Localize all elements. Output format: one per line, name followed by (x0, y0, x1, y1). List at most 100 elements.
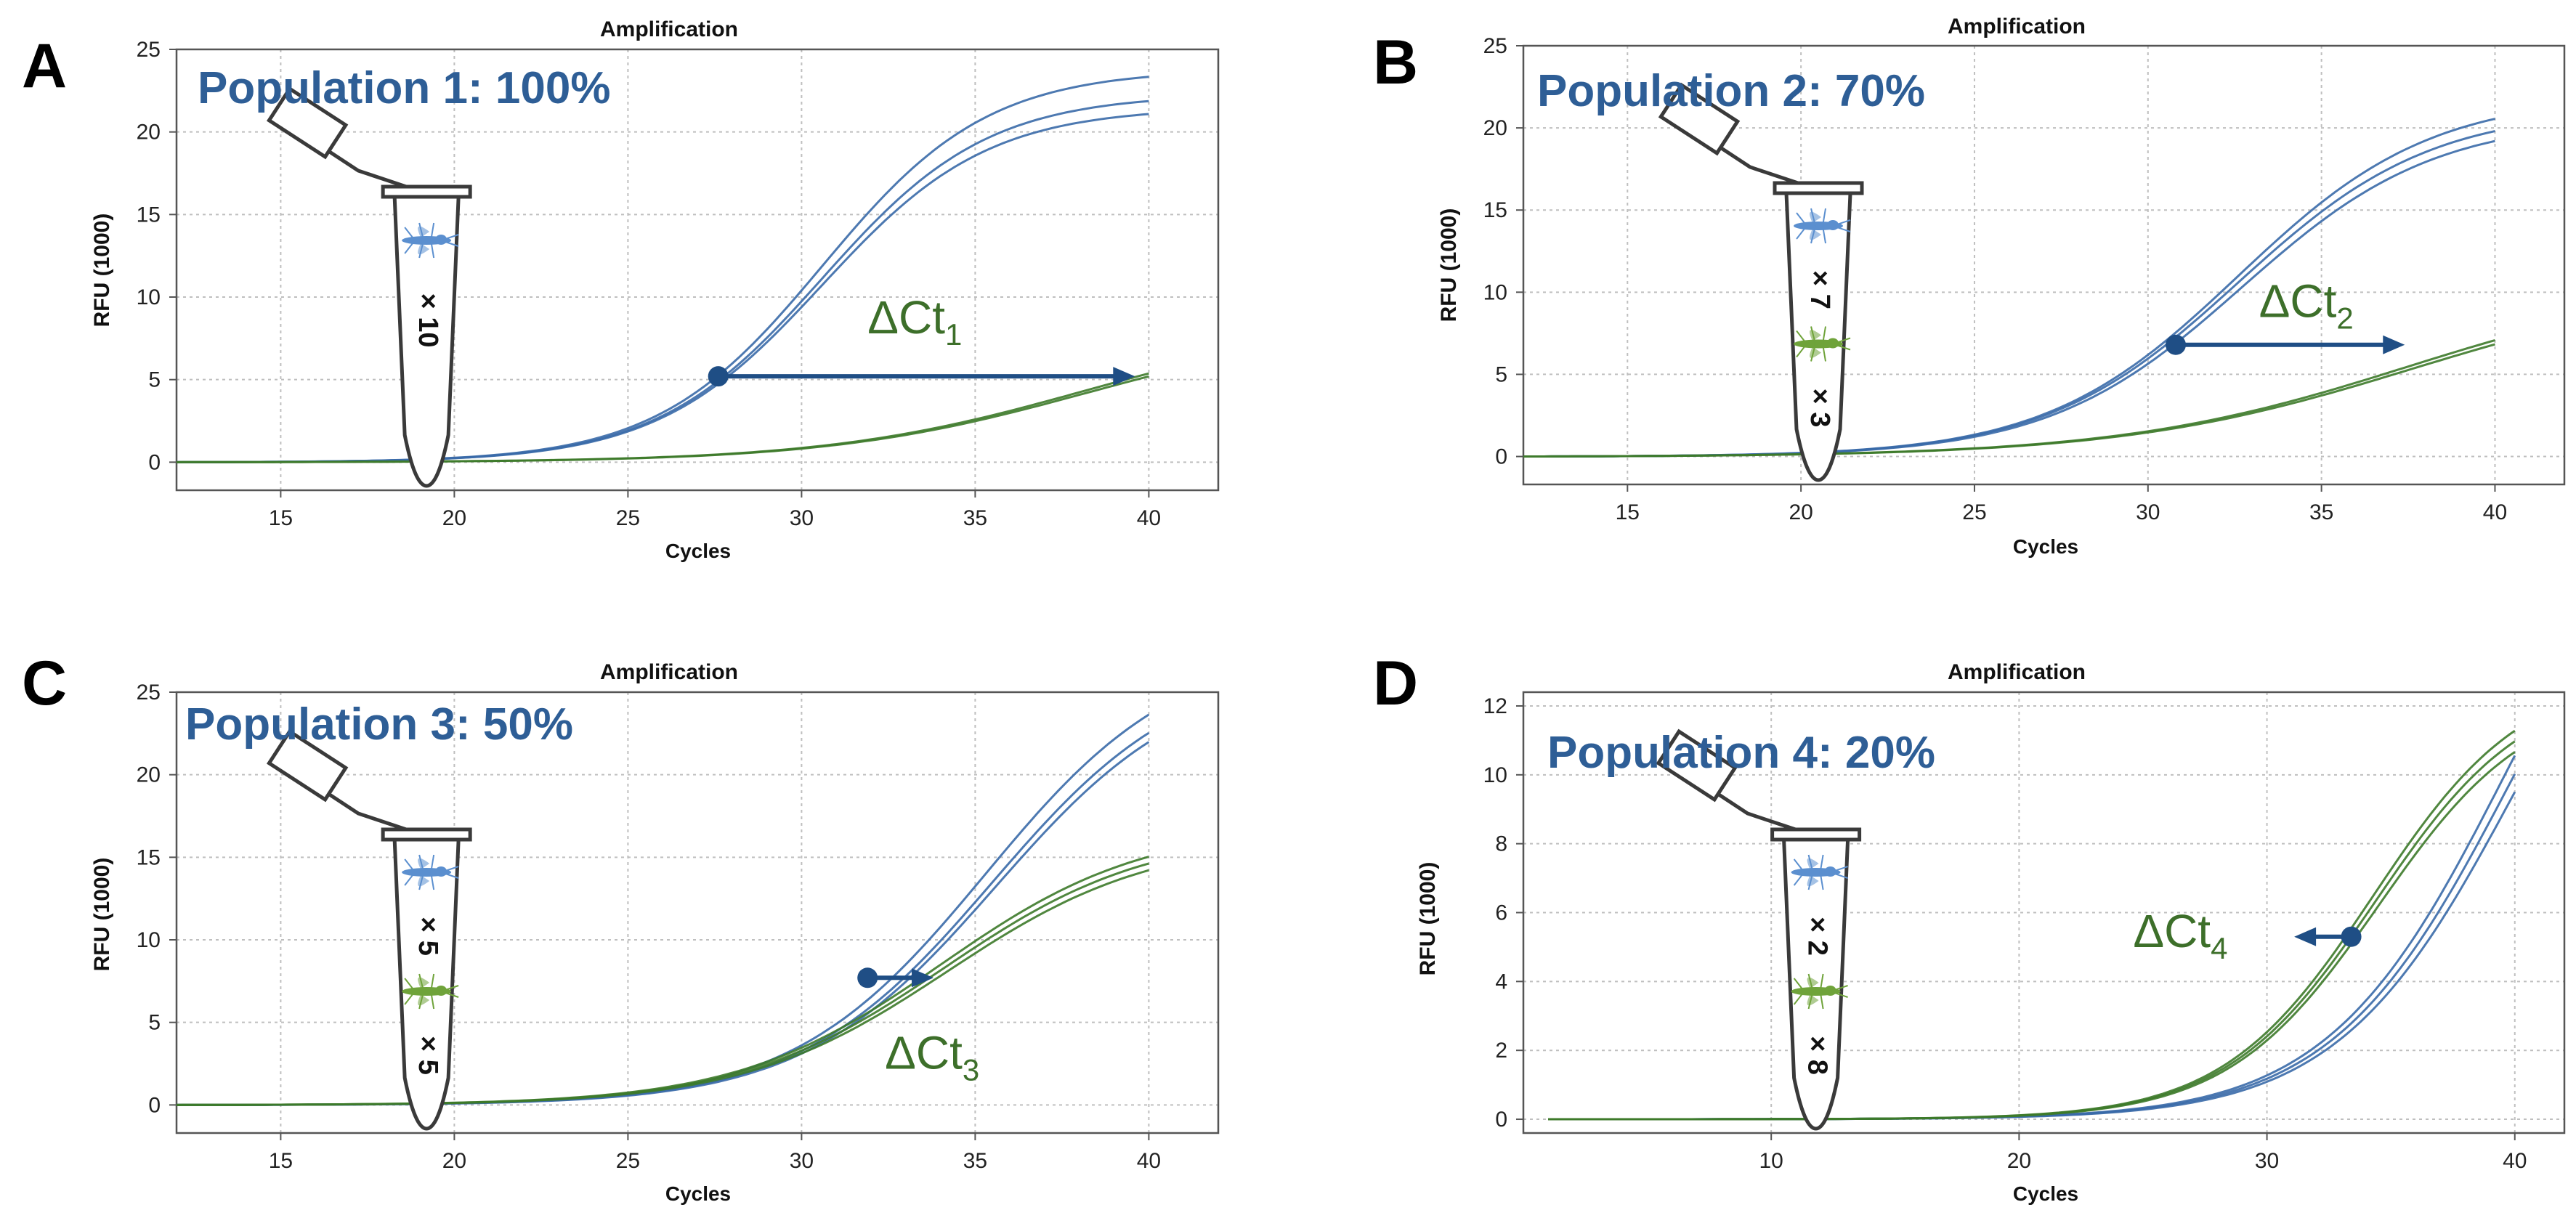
y-tick-label: 15 (1483, 198, 1507, 222)
x-axis-label: Cycles (665, 540, 731, 562)
panel-a: A Amplification 15 20 25 30 35 40 0 5 10 15 20 25 Cycl… (22, 17, 1220, 562)
panel-letter: A (22, 31, 67, 101)
x-tick-label: 25 (1962, 500, 1986, 524)
chart-title: Amplification (1948, 660, 2086, 684)
series-line-blue-2 (1548, 773, 2516, 1121)
y-tick-label: 12 (1483, 694, 1507, 718)
series-line-green-2 (1548, 740, 2516, 1121)
delta-ct-arrowhead (912, 968, 934, 988)
y-tick-label: 25 (137, 681, 161, 705)
y-axis-label: RFU (1000) (90, 214, 114, 328)
panel-letter: B (1373, 28, 1418, 97)
x-tick-label: 25 (616, 506, 640, 530)
x-axis-label: Cycles (665, 1182, 731, 1205)
tube-count-label: × 2 (1802, 917, 1833, 956)
x-tick-label: 35 (2309, 500, 2333, 524)
y-tick-label: 10 (1483, 280, 1507, 304)
x-tick-label: 15 (1616, 500, 1640, 524)
green-mosquito-icon (402, 973, 459, 1010)
y-tick-label: 0 (148, 1093, 161, 1117)
delta-ct-arrowhead (2383, 335, 2405, 354)
panel-b: B Amplification 15 20 25 30 35 40 0 5 10 15 20 25 Cycl… (1373, 15, 2566, 558)
blue-mosquito-icon (1794, 208, 1851, 244)
y-tick-label: 15 (137, 203, 161, 227)
series-line-green-2 (176, 862, 1149, 1106)
y-tick-label: 0 (1495, 1108, 1507, 1132)
x-tick-label: 20 (1789, 500, 1812, 524)
tube-cap (1656, 728, 1738, 803)
x-tick-label: 35 (963, 506, 987, 530)
y-tick-label: 5 (148, 368, 161, 392)
sample-tube: × 2 × 8 (1656, 728, 1862, 1131)
delta-ct-arrowhead (1113, 367, 1135, 386)
chart-title: Amplification (600, 17, 738, 41)
tube-body (392, 195, 461, 488)
y-axis-label: RFU (1000) (1416, 862, 1440, 976)
delta-ct-base: ΔCt (2259, 275, 2337, 327)
tube-cap (266, 86, 349, 160)
plot-frame (175, 691, 1220, 1134)
x-tick-label: 40 (1137, 1149, 1161, 1173)
y-tick-label: 0 (1495, 445, 1507, 469)
blue-mosquito-icon (1791, 854, 1848, 890)
delta-ct-arrowhead (2294, 927, 2317, 946)
x-tick-label: 15 (269, 1149, 293, 1173)
delta-ct-marker (2166, 334, 2187, 355)
x-tick-label: 20 (442, 506, 466, 530)
grid (177, 49, 1218, 490)
y-axis-label: RFU (1000) (1437, 208, 1461, 322)
delta-ct-label: ΔCt2 (2259, 275, 2354, 335)
series-line-green-3 (1548, 751, 2516, 1121)
delta-ct-marker (708, 366, 729, 387)
sample-tube: × 10 (266, 86, 472, 488)
series-lines (1548, 729, 2516, 1121)
tube-count-label: × 8 (1802, 1036, 1833, 1075)
delta-ct-subscript: 4 (2211, 931, 2227, 965)
tube-cap (1658, 82, 1741, 156)
tube-cap (266, 728, 349, 803)
x-tick-label: 40 (2503, 1149, 2527, 1173)
population-label: Population 1: 100% (198, 63, 610, 113)
chart-title: Amplification (600, 660, 738, 684)
delta-ct-subscript: 2 (2336, 301, 2353, 335)
tube-count-label: × 3 (1805, 389, 1835, 428)
y-tick-label: 10 (137, 285, 161, 309)
delta-ct-base: ΔCt (867, 291, 945, 344)
y-tick-label: 25 (1483, 34, 1507, 58)
green-mosquito-icon (1794, 326, 1851, 362)
x-tick-label: 20 (442, 1149, 466, 1173)
series-line-blue-1 (1523, 118, 2495, 458)
panel-d: D Amplification 10 20 30 40 0 2 4 6 8 10 12 Cycles RFU… (1373, 649, 2566, 1205)
x-tick-label: 30 (790, 1149, 814, 1173)
plot-frame (175, 48, 1220, 492)
x-tick-label: 25 (616, 1149, 640, 1173)
sample-tube: × 7 × 3 (1658, 82, 1864, 482)
y-tick-label: 8 (1495, 832, 1507, 856)
panel-letter: D (1373, 649, 1418, 718)
y-tick-label: 20 (137, 763, 161, 787)
y-tick-label: 20 (1483, 116, 1507, 140)
series-line-blue-2 (1523, 130, 2495, 458)
y-tick-label: 6 (1495, 901, 1507, 925)
tube-count-label: × 10 (413, 293, 443, 347)
chart-title: Amplification (1948, 15, 2086, 38)
tube-count-label: × 7 (1805, 270, 1835, 309)
delta-ct-label: ΔCt1 (867, 291, 962, 352)
x-tick-label: 20 (2007, 1149, 2031, 1173)
series-lines (176, 713, 1150, 1106)
sample-tube: × 5 × 5 (266, 728, 472, 1131)
green-mosquito-icon (1791, 973, 1848, 1010)
series-line-green-2 (1523, 343, 2495, 458)
population-label: Population 2: 70% (1537, 66, 1925, 116)
y-tick-label: 0 (148, 450, 161, 474)
series-line-blue-1 (1548, 755, 2516, 1121)
y-tick-label: 4 (1495, 970, 1507, 994)
x-tick-label: 35 (963, 1149, 987, 1173)
delta-ct-label: ΔCt3 (885, 1026, 979, 1087)
series-line-green-1 (1523, 338, 2495, 458)
y-tick-label: 2 (1495, 1039, 1507, 1063)
x-tick-label: 40 (1137, 506, 1161, 530)
x-tick-label: 15 (269, 506, 293, 530)
delta-ct-base: ΔCt (885, 1026, 963, 1079)
